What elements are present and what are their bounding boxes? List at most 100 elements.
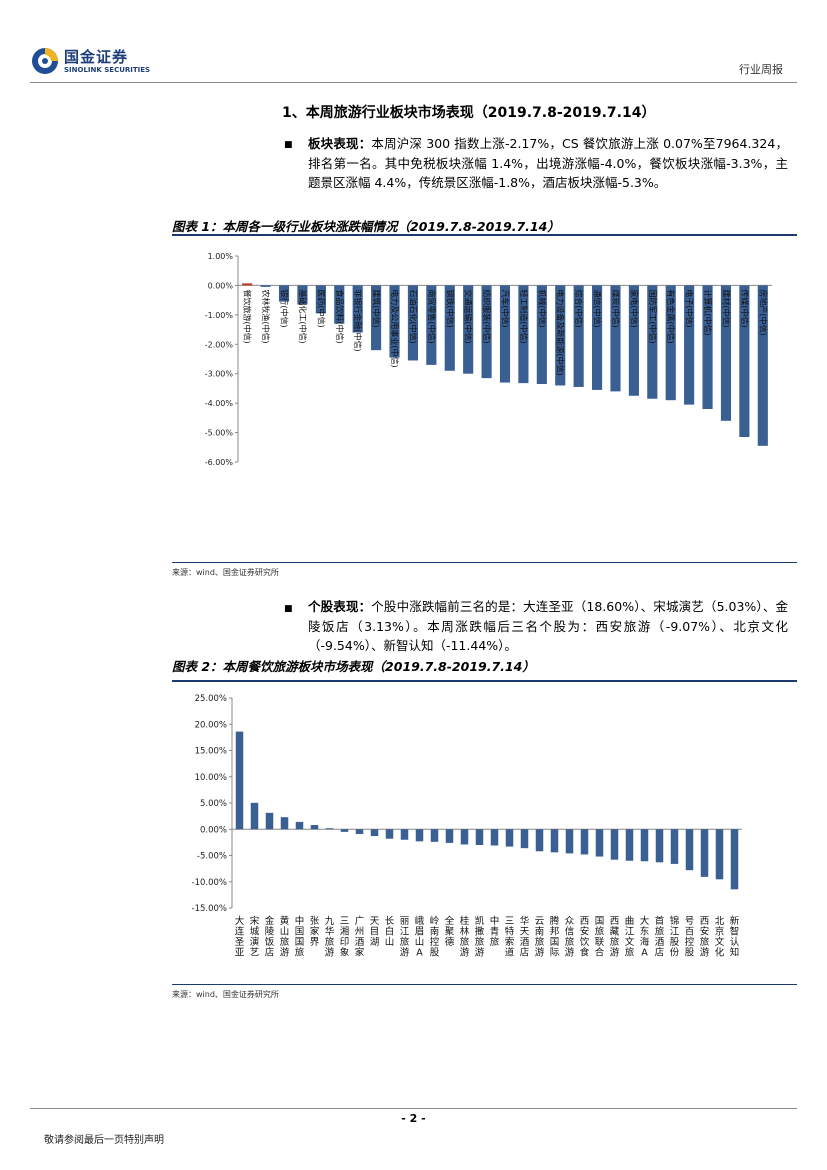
bar	[573, 285, 584, 387]
bar	[260, 285, 271, 287]
bullet-paragraph: 板块表现：本周沪深 300 指数上涨-2.17%，CS 餐饮旅游上涨 0.07%…	[308, 134, 788, 193]
bullet-label: 板块表现：	[308, 136, 372, 151]
category-label: 凯撒旅游	[475, 915, 485, 959]
y-tick-label: -6.00%	[205, 458, 234, 467]
bar	[463, 285, 474, 374]
category-label: 西藏旅游	[610, 916, 620, 959]
bar	[389, 285, 400, 358]
y-tick-label: -5.00%	[205, 429, 234, 438]
category-label: 医药(中信)	[316, 289, 326, 327]
bar	[490, 829, 499, 846]
bar	[400, 829, 409, 840]
y-tick-label: 0.00%	[208, 281, 234, 290]
bar	[684, 285, 695, 405]
bar	[315, 285, 326, 314]
category-label: 锦江股份	[670, 915, 680, 959]
category-label: 综合(中信)	[574, 289, 584, 327]
bar	[407, 285, 418, 361]
bar	[700, 829, 709, 877]
category-label: 轻工制造(中信)	[519, 289, 529, 343]
category-label: 汽车(中信)	[501, 289, 511, 327]
category-label: 机械(中信)	[537, 289, 547, 327]
category-label: 众信旅游	[565, 916, 575, 959]
category-label: 建材(中信)	[721, 289, 731, 327]
category-label: 宋城演艺	[250, 915, 260, 959]
bar	[278, 285, 290, 302]
section-title: 1、本周旅游行业板块市场表现（2019.7.8-2019.7.14）	[282, 105, 656, 121]
bar	[625, 829, 634, 861]
bullet-paragraph: 个股表现：个股中涨跌幅前三名的是：大连圣亚（18.60%）、宋城演艺（5.03%…	[308, 597, 788, 656]
bullet-square-icon: ■	[284, 604, 293, 614]
bar	[242, 283, 253, 286]
bar	[235, 731, 244, 830]
category-label: 纺织服装(中信)	[482, 289, 492, 343]
category-label: 广州酒家	[355, 915, 365, 959]
bar	[628, 285, 639, 396]
category-label: 腾邦国际	[550, 915, 560, 959]
category-label: 食品饮料(中信)	[335, 289, 345, 343]
document-type-label: 行业周报	[739, 63, 783, 76]
bar	[665, 285, 676, 401]
category-label: 国旅联合	[595, 916, 605, 959]
bar	[280, 817, 289, 830]
category-label: 商贸零售(中信)	[427, 289, 437, 343]
bar	[592, 285, 603, 390]
y-tick-label: -15.00%	[192, 904, 227, 914]
bar	[518, 285, 529, 384]
figure-source: 来源：wind、国金证券研究所	[172, 568, 279, 577]
y-tick-label: 15.00%	[195, 747, 227, 757]
stock-performance-chart: 25.00% 20.00% 15.00% 10.00% 5.00% 0.00% -5.00%…	[192, 694, 742, 959]
figure-title-rule	[172, 234, 797, 236]
category-label: 电子(中信)	[685, 289, 695, 327]
page-number: - 2 -	[401, 1112, 426, 1125]
bar	[565, 829, 574, 854]
category-label: 石油石化(中信)	[408, 289, 418, 343]
category-label: 三湘印象	[340, 916, 350, 959]
bar	[297, 285, 308, 305]
bar	[720, 285, 732, 421]
category-label: 新智认知	[730, 915, 740, 959]
figure-title: 图表 2：本周餐饮旅游板块市场表现（2019.7.8-2019.7.14）	[172, 659, 535, 674]
category-label: 传媒(中信)	[740, 289, 750, 327]
category-label: 华天酒店	[520, 915, 530, 959]
bar	[445, 829, 454, 843]
category-label: 电力设备及新能源(中信)	[556, 289, 566, 375]
footer-divider	[30, 1108, 797, 1109]
category-label: 首旅酒店	[655, 915, 665, 959]
category-label: 西安饮食	[580, 916, 590, 959]
footer-disclaimer: 敬请参阅最后一页特别声明	[44, 1135, 164, 1146]
bar	[499, 285, 511, 383]
bar	[610, 285, 621, 392]
sector-performance-chart: 1.00% 0.00% -1.00% -2.00% -3.00% -4.00% -5.00%…	[205, 252, 772, 467]
bar	[370, 829, 379, 837]
logo-text-en: SINOLINK SECURITIES	[64, 66, 151, 74]
y-tick-label: -1.00%	[205, 311, 234, 320]
category-label: 西安旅游	[700, 916, 710, 959]
category-label: 三特索道	[505, 916, 515, 959]
category-label: 号百控股	[685, 916, 695, 959]
y-tick-label: 10.00%	[195, 773, 227, 783]
y-tick-label: 0.00%	[200, 825, 227, 835]
y-tick-label: -4.00%	[205, 399, 234, 408]
bar	[334, 285, 345, 324]
bar	[481, 285, 492, 379]
category-label: 黄山旅游	[280, 915, 290, 959]
y-tick-label: 5.00%	[200, 799, 227, 809]
category-label: 金陵饭店	[265, 915, 275, 959]
category-label: 长白山	[385, 915, 395, 948]
figure-title: 图表 1：本周各一级行业板块涨跌幅情况（2019.7.8-2019.7.14）	[172, 219, 560, 234]
logo-text-cn: 国金证券	[64, 48, 129, 66]
bar	[475, 829, 484, 845]
bullet-square-icon: ■	[284, 140, 293, 150]
bar	[325, 828, 334, 830]
bar	[444, 285, 455, 371]
category-label: 中国国旅	[295, 915, 305, 959]
category-label: 煤炭(中信)	[611, 289, 621, 327]
category-label: 有色金属(中信)	[666, 289, 676, 343]
bar	[385, 829, 394, 839]
bar	[670, 829, 679, 864]
figure-source: 来源：wind、国金证券研究所	[172, 990, 279, 999]
bar	[610, 829, 619, 860]
y-tick-label: -10.00%	[192, 878, 227, 888]
category-label: 大东海 A	[640, 915, 650, 959]
